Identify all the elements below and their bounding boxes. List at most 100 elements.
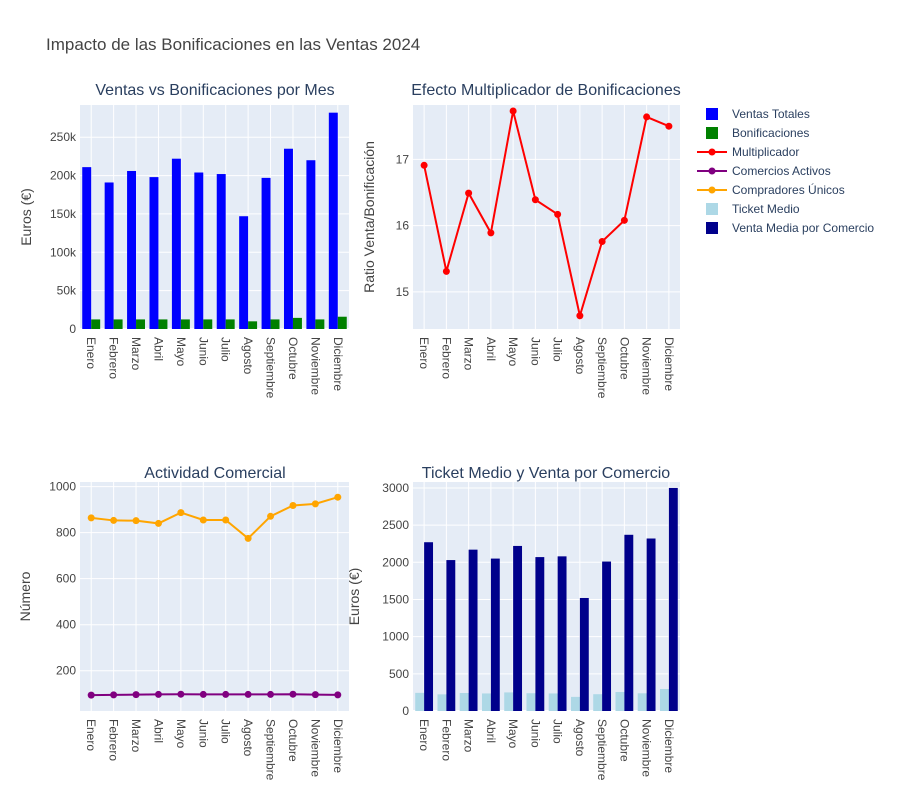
bar[interactable] [504, 692, 514, 711]
data-point[interactable] [442, 267, 450, 275]
legend-item[interactable]: Ticket Medio [706, 202, 800, 216]
bar[interactable] [668, 487, 678, 711]
bar[interactable] [659, 688, 669, 711]
data-point[interactable] [665, 122, 673, 130]
bar[interactable] [171, 158, 181, 329]
bar[interactable] [481, 693, 491, 711]
bar[interactable] [602, 561, 612, 711]
bar[interactable] [526, 693, 536, 711]
bar[interactable] [593, 694, 603, 711]
bar[interactable] [337, 316, 347, 329]
bar[interactable] [535, 557, 545, 711]
data-point[interactable] [620, 216, 628, 224]
data-point[interactable] [267, 512, 275, 520]
legend[interactable]: Ventas Totales Bonificaciones Multiplicado… [697, 107, 874, 235]
data-point[interactable] [87, 691, 95, 699]
data-point[interactable] [576, 312, 584, 320]
bar[interactable] [261, 177, 271, 329]
bar[interactable] [570, 696, 580, 711]
data-point[interactable] [420, 161, 428, 169]
data-point[interactable] [289, 690, 297, 698]
data-point[interactable] [132, 691, 140, 699]
legend-item[interactable]: Ventas Totales [706, 107, 810, 121]
data-point[interactable] [244, 534, 252, 542]
data-point[interactable] [311, 500, 319, 508]
data-point[interactable] [311, 691, 319, 699]
bar[interactable] [490, 558, 500, 711]
data-point[interactable] [509, 107, 517, 115]
x-tick-label: Julio [551, 337, 565, 362]
bar[interactable] [415, 692, 425, 711]
bar[interactable] [136, 319, 146, 329]
bar[interactable] [104, 182, 114, 329]
bar[interactable] [203, 319, 213, 329]
bar[interactable] [424, 542, 434, 711]
data-point[interactable] [598, 238, 606, 246]
data-point[interactable] [154, 519, 162, 527]
data-point[interactable] [177, 509, 185, 517]
bar[interactable] [82, 167, 92, 329]
bar[interactable] [270, 319, 280, 329]
legend-item[interactable]: Multiplicador [697, 145, 799, 159]
bar[interactable] [557, 556, 567, 711]
bar[interactable] [468, 549, 478, 711]
series-line[interactable] [91, 496, 339, 540]
legend-label: Multiplicador [732, 145, 799, 159]
bar[interactable] [315, 319, 325, 329]
data-point[interactable] [132, 517, 140, 525]
data-point[interactable] [267, 690, 275, 698]
bar[interactable] [306, 160, 316, 329]
data-point[interactable] [110, 516, 118, 524]
legend-item[interactable]: Compradores Únicos [697, 182, 845, 197]
series-line[interactable] [423, 110, 670, 320]
bar[interactable] [437, 694, 447, 711]
legend-item[interactable]: Venta Media por Comercio [706, 221, 874, 235]
data-point[interactable] [487, 229, 495, 237]
bar[interactable] [637, 693, 647, 711]
bar[interactable] [548, 693, 558, 711]
data-point[interactable] [199, 516, 207, 524]
series-line[interactable] [91, 693, 338, 697]
bar[interactable] [328, 112, 338, 329]
data-point[interactable] [222, 690, 230, 698]
bar[interactable] [292, 317, 302, 329]
bar[interactable] [624, 534, 634, 711]
bar[interactable] [446, 560, 456, 711]
data-point[interactable] [289, 501, 297, 509]
bar[interactable] [283, 148, 293, 329]
data-point[interactable] [87, 514, 95, 522]
bar[interactable] [459, 693, 469, 711]
data-point[interactable] [154, 690, 162, 698]
bar[interactable] [127, 170, 137, 329]
bar[interactable] [194, 172, 204, 329]
bar[interactable] [216, 174, 226, 329]
x-tick-label: Agosto [241, 337, 255, 375]
x-tick-label: Junio [196, 337, 210, 366]
bar[interactable] [158, 319, 168, 329]
legend-item[interactable]: Bonificaciones [706, 126, 809, 140]
bar[interactable] [91, 319, 101, 329]
bar[interactable] [248, 321, 258, 329]
data-point[interactable] [643, 113, 651, 121]
bar[interactable] [225, 319, 235, 329]
legend-item[interactable]: Comercios Activos [697, 164, 831, 178]
bar[interactable] [239, 216, 249, 329]
bar[interactable] [180, 319, 190, 329]
data-point[interactable] [531, 196, 539, 204]
data-point[interactable] [110, 691, 118, 699]
data-point[interactable] [334, 691, 342, 699]
bar[interactable] [579, 597, 589, 711]
bar[interactable] [513, 545, 523, 711]
data-point[interactable] [222, 516, 230, 524]
bar[interactable] [615, 691, 625, 711]
bar[interactable] [646, 538, 656, 711]
data-point[interactable] [465, 189, 473, 197]
data-point[interactable] [199, 690, 207, 698]
data-point[interactable] [554, 210, 562, 218]
bar[interactable] [113, 319, 123, 329]
data-point[interactable] [334, 493, 342, 501]
data-point[interactable] [244, 690, 252, 698]
bar[interactable] [149, 177, 159, 329]
data-point[interactable] [177, 690, 185, 698]
legend-label: Ventas Totales [732, 107, 810, 121]
